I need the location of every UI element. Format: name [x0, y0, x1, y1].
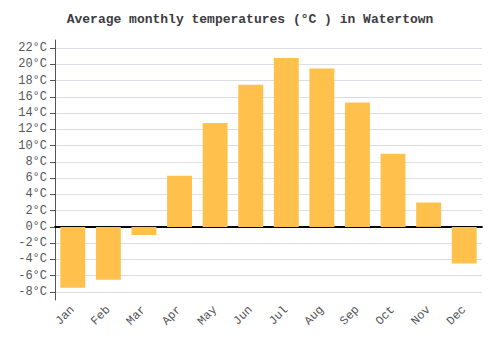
svg-text:Apr: Apr [159, 303, 184, 328]
svg-text:Jan: Jan [53, 303, 78, 328]
svg-text:14°C: 14°C [18, 106, 47, 120]
svg-text:10°C: 10°C [18, 139, 47, 153]
svg-text:18°C: 18°C [18, 74, 47, 88]
svg-text:0°C: 0°C [25, 220, 47, 234]
svg-text:Average monthly temperatures (: Average monthly temperatures (°C ) in Wa… [67, 12, 434, 27]
svg-text:16°C: 16°C [18, 90, 47, 104]
svg-text:Mar: Mar [124, 303, 149, 328]
svg-text:8°C: 8°C [25, 155, 47, 169]
svg-text:Jul: Jul [266, 303, 291, 328]
svg-text:Sep: Sep [337, 303, 362, 328]
svg-text:2°C: 2°C [25, 204, 47, 218]
svg-text:Nov: Nov [408, 303, 433, 328]
svg-text:20°C: 20°C [18, 57, 47, 71]
svg-text:Dec: Dec [444, 303, 469, 328]
svg-text:-4°C: -4°C [18, 252, 47, 266]
svg-text:12°C: 12°C [18, 122, 47, 136]
svg-text:Oct: Oct [373, 303, 398, 328]
svg-text:Feb: Feb [88, 303, 113, 328]
svg-text:-6°C: -6°C [18, 269, 47, 283]
svg-text:22°C: 22°C [18, 41, 47, 55]
svg-text:May: May [195, 303, 220, 328]
svg-text:4°C: 4°C [25, 187, 47, 201]
svg-text:-8°C: -8°C [18, 285, 47, 299]
svg-text:Aug: Aug [302, 303, 327, 328]
svg-text:6°C: 6°C [25, 171, 47, 185]
svg-text:Jun: Jun [231, 303, 256, 328]
svg-text:-2°C: -2°C [18, 236, 47, 250]
